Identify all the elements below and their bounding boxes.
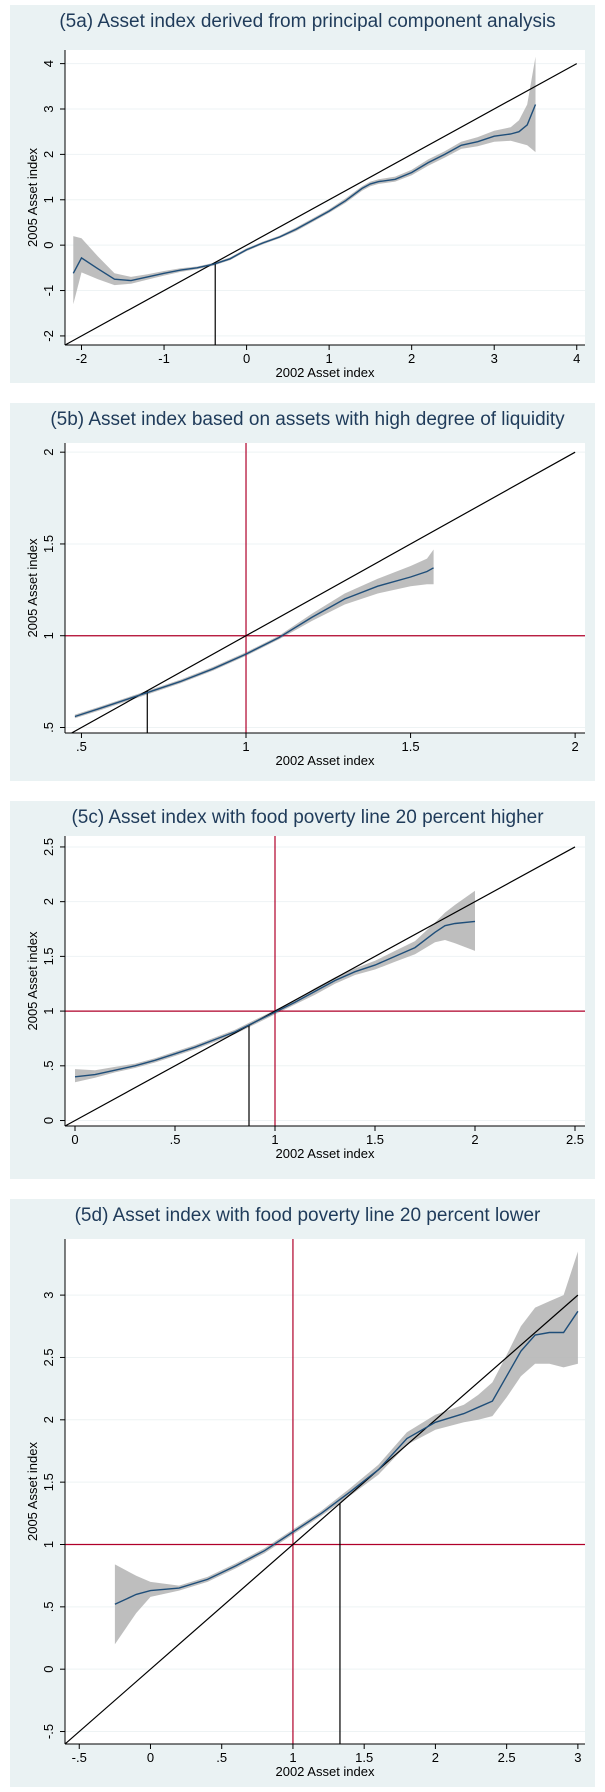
diagonal-line: [65, 846, 576, 1126]
y-axis-label: 2005 Asset index: [25, 147, 40, 247]
fitted-line: [72, 104, 537, 282]
y-tick-label: .5: [41, 722, 56, 733]
y-tick-label: 2: [41, 151, 56, 158]
x-axis-label: 2002 Asset index: [275, 1146, 375, 1161]
x-tick-label: 1.5: [402, 739, 420, 754]
y-tick-label: 0: [41, 1117, 56, 1124]
y-tick-label: 0: [41, 242, 56, 249]
x-axis-label: 2002 Asset index: [275, 1764, 375, 1779]
y-tick-label: 2: [41, 1416, 56, 1423]
x-tick-label: .5: [170, 1132, 181, 1147]
x-tick-label: 1.5: [366, 1132, 384, 1147]
y-tick-label: 1: [41, 1541, 56, 1548]
y-tick-label: -.5: [41, 1724, 56, 1739]
x-tick-label: -2: [76, 351, 88, 366]
x-axis-label: 2002 Asset index: [275, 753, 375, 768]
y-axis-label: 2005 Asset index: [25, 1441, 40, 1541]
x-tick-label: 0: [147, 1750, 154, 1765]
plot-area: [65, 836, 585, 1126]
fitted-line: [74, 567, 434, 718]
chart-panel-5b: (5b) Asset index based on assets with hi…: [10, 403, 595, 781]
y-tick-label: 0: [41, 1666, 56, 1673]
x-axis-label: 2002 Asset index: [275, 365, 375, 380]
plot-area: [65, 50, 585, 345]
y-tick-label: .5: [41, 1601, 56, 1612]
chart-title: (5c) Asset index with food poverty line …: [71, 807, 544, 828]
y-axis-label: 2005 Asset index: [25, 931, 40, 1031]
y-tick-label: 2: [41, 449, 56, 456]
x-tick-label: -1: [158, 351, 170, 366]
y-tick-label: .5: [41, 1060, 56, 1071]
y-tick-label: 1: [41, 632, 56, 639]
x-tick-label: 3: [491, 351, 498, 366]
chart-panel-5d: (5d) Asset index with food poverty line …: [10, 1199, 595, 1787]
y-tick-label: 1.5: [41, 1473, 56, 1491]
y-tick-label: 3: [41, 105, 56, 112]
chart-title: (5d) Asset index with food poverty line …: [75, 1205, 541, 1226]
y-tick-label: 1.5: [41, 535, 56, 553]
chart-title: (5b) Asset index based on assets with hi…: [50, 409, 565, 430]
x-tick-label: .5: [76, 739, 87, 754]
y-tick-label: 2.5: [41, 838, 56, 856]
diagonal-line: [65, 1294, 579, 1744]
chart-5b: (5b) Asset index based on assets with hi…: [25, 409, 585, 768]
plot-area: [65, 443, 585, 733]
x-tick-label: 4: [573, 351, 580, 366]
plot-content: [65, 836, 585, 1126]
chart-5c: (5c) Asset index with food poverty line …: [25, 807, 585, 1161]
x-tick-label: 2: [408, 351, 415, 366]
y-tick-label: -1: [41, 285, 56, 297]
x-tick-label: 2: [572, 739, 579, 754]
diagonal-line: [65, 63, 578, 345]
y-tick-label: 2.5: [41, 1348, 56, 1366]
fitted-line: [74, 920, 476, 1078]
y-tick-label: 1: [41, 1007, 56, 1014]
chart-title: (5a) Asset index derived from principal …: [59, 11, 555, 32]
fitted-line: [114, 1310, 579, 1605]
y-tick-label: 1.5: [41, 947, 56, 965]
plot-area: [65, 1239, 585, 1744]
x-tick-label: 0: [71, 1132, 78, 1147]
plot-content: [65, 443, 585, 733]
chart-5d: (5d) Asset index with food poverty line …: [25, 1205, 585, 1779]
x-tick-label: 2.5: [566, 1132, 584, 1147]
y-tick-label: -2: [41, 330, 56, 342]
x-tick-label: 3: [574, 1750, 581, 1765]
plot-content: [65, 56, 578, 345]
chart-panel-5c: (5c) Asset index with food poverty line …: [10, 801, 595, 1179]
x-tick-label: .5: [216, 1750, 227, 1765]
y-tick-label: 3: [41, 1291, 56, 1298]
x-tick-label: 1.5: [355, 1750, 373, 1765]
x-tick-label: -.5: [72, 1750, 87, 1765]
y-tick-label: 1: [41, 196, 56, 203]
y-tick-label: 2: [41, 898, 56, 905]
x-tick-label: 1: [271, 1132, 278, 1147]
diagonal-line: [71, 451, 576, 733]
y-axis-label: 2005 Asset index: [25, 538, 40, 638]
plot-content: [65, 1239, 585, 1744]
x-tick-label: 1: [326, 351, 333, 366]
x-tick-label: 2: [471, 1132, 478, 1147]
y-tick-label: 4: [41, 60, 56, 67]
chart-5a: (5a) Asset index derived from principal …: [25, 11, 585, 380]
x-tick-label: 0: [243, 351, 250, 366]
x-tick-label: 2.5: [498, 1750, 516, 1765]
chart-panel-5a: (5a) Asset index derived from principal …: [10, 5, 595, 383]
x-tick-label: 1: [242, 739, 249, 754]
x-tick-label: 1: [289, 1750, 296, 1765]
x-tick-label: 2: [432, 1750, 439, 1765]
